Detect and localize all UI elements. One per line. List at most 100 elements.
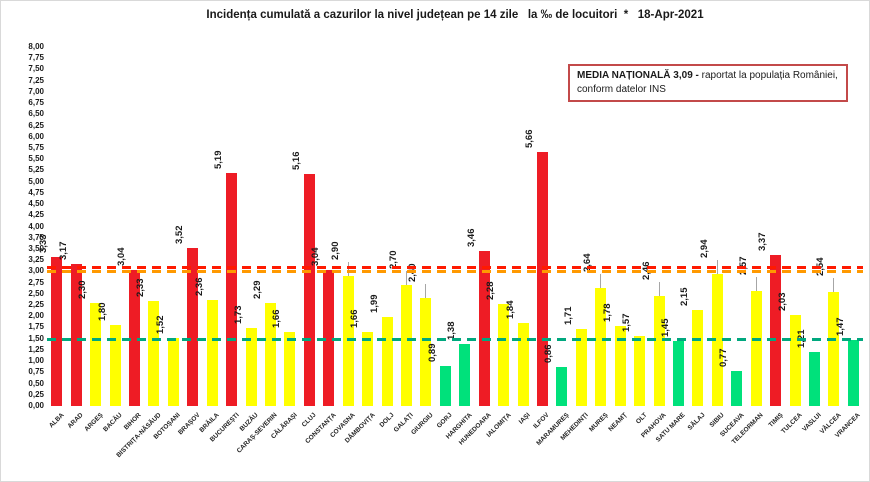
y-axis-tick-label: 0,00 — [28, 401, 44, 410]
bar-value-label: 3,46 — [465, 228, 477, 247]
bar-value-label: 2,28 — [485, 281, 497, 300]
bar-value-label: 1,78 — [601, 303, 613, 323]
national-average-value: MEDIA NAȚIONALĂ 3,09 - — [577, 70, 702, 81]
y-axis-tick-label: 1,25 — [28, 344, 44, 354]
bar-value-label: 1,99 — [368, 294, 380, 313]
bar — [90, 302, 102, 406]
value-label-leader-line — [658, 281, 660, 296]
bar-value-label: 2,90 — [329, 241, 341, 260]
bar — [362, 331, 374, 406]
y-axis-tick-label: 3,75 — [28, 232, 44, 242]
y-axis-tick-label: 1,75 — [28, 322, 44, 332]
bar — [789, 314, 801, 406]
bar — [692, 309, 704, 406]
bar-value-label: 1,45 — [659, 318, 671, 337]
ref-line-media-nationala-3-09 — [47, 266, 863, 270]
y-axis-tick-label: 7,25 — [28, 75, 44, 85]
y-axis-tick-label: 6,50 — [28, 109, 44, 119]
bar-value-label: 3,33 — [38, 234, 50, 253]
bar — [731, 371, 743, 406]
y-axis-tick-label: 1,00 — [28, 356, 44, 366]
bar-value-label: 2,70 — [387, 250, 399, 269]
bar — [226, 173, 238, 406]
y-axis-tick-label: 4,00 — [28, 221, 44, 231]
y-axis-tick-label: 2,75 — [28, 277, 44, 287]
bar — [400, 284, 412, 406]
bar-value-label: 5,19 — [213, 150, 225, 170]
bar — [595, 287, 607, 406]
bar — [459, 344, 471, 406]
bar-value-label: 1,52 — [154, 315, 166, 334]
bar-value-label: 2,64 — [582, 253, 594, 272]
y-axis-tick-label: 7,00 — [28, 86, 44, 96]
bar — [672, 340, 684, 406]
bar — [498, 303, 510, 406]
bar-value-label: 1,47 — [834, 317, 846, 337]
bar-value-label: 1,84 — [504, 300, 516, 320]
y-axis-tick-label: 7,50 — [28, 64, 44, 74]
y-axis-tick-label: 4,25 — [28, 210, 44, 220]
ref-line-prag-1-50 — [47, 337, 863, 341]
bar-value-label: 0,86 — [543, 344, 555, 364]
bar — [109, 325, 121, 406]
y-axis-tick-label: 4,75 — [28, 187, 44, 197]
bar-value-label: 2,30 — [77, 280, 89, 299]
bar-value-label: 2,33 — [135, 278, 147, 298]
bar — [381, 316, 393, 406]
y-axis-tick-label: 4,50 — [28, 199, 44, 209]
bar-value-label: 0,77 — [718, 348, 730, 368]
value-label-leader-line — [425, 284, 427, 299]
y-axis-tick-label: 2,25 — [28, 300, 44, 310]
bar — [770, 254, 782, 406]
bar-value-label: 1,73 — [232, 305, 244, 325]
y-axis-tick-label: 0,75 — [28, 367, 44, 377]
national-average-text-line2: conform datelor INS — [577, 84, 666, 95]
value-label-leader-line — [600, 273, 602, 288]
bar-value-label: 1,80 — [96, 302, 108, 322]
y-axis-tick-label: 2,50 — [28, 288, 44, 298]
bar — [70, 263, 82, 406]
bar-value-label: 5,16 — [290, 151, 302, 171]
y-axis-tick-label: 3,50 — [28, 243, 44, 253]
bar — [420, 298, 432, 406]
bar — [245, 328, 257, 406]
bar — [828, 292, 840, 406]
bar-value-label: 2,03 — [776, 292, 788, 311]
bar — [536, 152, 548, 406]
bar-value-label: 3,52 — [174, 225, 186, 245]
bar-value-label: 2,36 — [193, 277, 205, 297]
bar-value-label: 2,29 — [251, 280, 263, 300]
bar-value-label: 1,57 — [621, 313, 633, 332]
bar — [303, 174, 315, 406]
bar-value-label: 3,37 — [757, 232, 769, 251]
value-label-leader-line — [833, 278, 835, 293]
y-axis-tick-label: 6,00 — [28, 131, 44, 141]
y-axis-tick-label: 1,50 — [28, 333, 44, 343]
bar — [342, 275, 354, 406]
y-axis-tick-label: 7,75 — [28, 53, 44, 63]
value-label-leader-line — [755, 276, 757, 291]
chart-title: Incidența cumulată a cazurilor la nivel … — [206, 9, 704, 21]
bar-value-label: 1,66 — [349, 309, 361, 328]
bar-value-label: 5,66 — [523, 129, 535, 149]
bar — [517, 323, 529, 406]
bar-value-label: 1,71 — [562, 306, 574, 326]
national-average-text-line1: raportat la populația României, — [701, 70, 838, 81]
y-axis-tick-label: 3,00 — [28, 266, 44, 276]
bar-value-label: 2,94 — [698, 239, 710, 259]
y-axis-tick-label: 0,25 — [28, 389, 44, 399]
bar-value-label: 1,38 — [446, 321, 458, 341]
bar — [750, 290, 762, 406]
y-axis-tick-label: 0,50 — [28, 378, 44, 388]
bar — [148, 301, 160, 406]
bar — [653, 295, 665, 406]
bar — [634, 335, 646, 406]
ref-line-prag-3-00 — [47, 270, 863, 274]
y-axis-tick-label: 3,25 — [28, 255, 44, 265]
bar — [284, 331, 296, 406]
bar — [439, 366, 451, 406]
bar-value-label: 1,21 — [796, 304, 808, 348]
value-label-leader-line — [405, 270, 407, 285]
bar-value-label: 3,04 — [310, 247, 322, 266]
bar — [808, 351, 820, 406]
